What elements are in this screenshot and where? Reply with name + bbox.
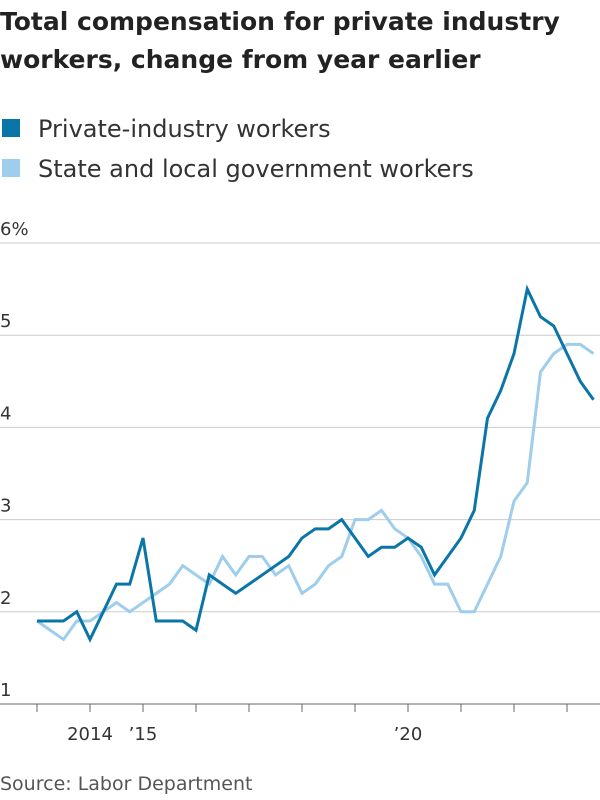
source: Source: Labor Department — [0, 773, 252, 795]
series-line — [37, 284, 595, 643]
legend-swatch — [2, 159, 20, 177]
y-tick-label: 2 — [0, 588, 11, 609]
legend-label: State and local government workers — [38, 155, 474, 183]
x-tick-label: ’15 — [129, 724, 158, 745]
y-tick-label: 3 — [0, 496, 11, 517]
y-tick-label: 1 — [0, 680, 11, 701]
y-tick-label: 4 — [0, 403, 11, 424]
series-line — [36, 342, 595, 642]
y-tick-label: 6% — [0, 219, 29, 240]
x-tick-label: 2014 — [67, 724, 113, 745]
chart-title: Total compensation for private industry — [0, 7, 560, 36]
chart-title: workers, change from year earlier — [0, 45, 481, 74]
x-tick-label: ’20 — [394, 724, 423, 745]
legend-swatch — [2, 119, 20, 137]
y-tick-label: 5 — [0, 311, 11, 332]
legend-label: Private-industry workers — [38, 115, 331, 143]
